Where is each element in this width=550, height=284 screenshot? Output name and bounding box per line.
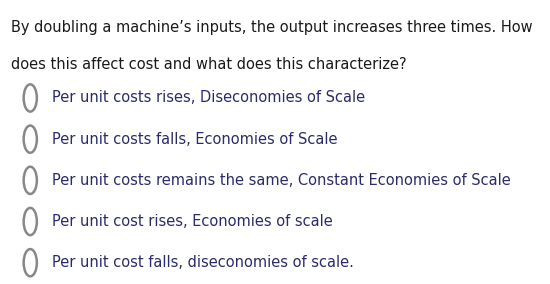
Text: Per unit cost falls, diseconomies of scale.: Per unit cost falls, diseconomies of sca… bbox=[52, 255, 354, 270]
Text: Per unit costs remains the same, Constant Economies of Scale: Per unit costs remains the same, Constan… bbox=[52, 173, 511, 188]
Text: Per unit costs falls, Economies of Scale: Per unit costs falls, Economies of Scale bbox=[52, 132, 338, 147]
Text: does this affect cost and what does this characterize?: does this affect cost and what does this… bbox=[11, 57, 406, 72]
Text: Per unit cost rises, Economies of scale: Per unit cost rises, Economies of scale bbox=[52, 214, 333, 229]
Text: Per unit costs rises, Diseconomies of Scale: Per unit costs rises, Diseconomies of Sc… bbox=[52, 91, 365, 105]
Text: By doubling a machine’s inputs, the output increases three times. How: By doubling a machine’s inputs, the outp… bbox=[11, 20, 532, 35]
